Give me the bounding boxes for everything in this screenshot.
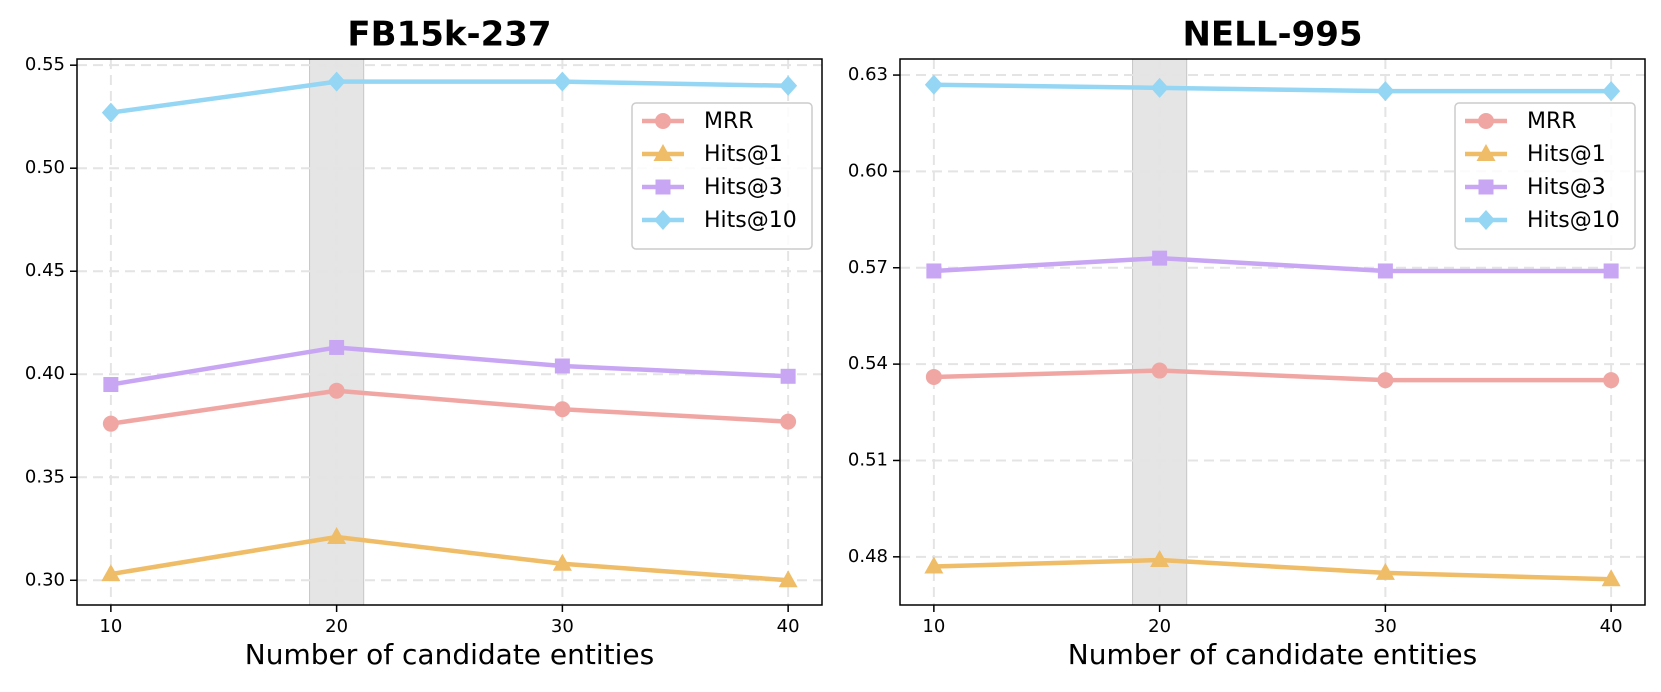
- marker: [103, 377, 119, 393]
- x-tick-label: 30: [1374, 616, 1397, 637]
- x-axis-label: Number of candidate entities: [1068, 638, 1477, 671]
- legend-label: Hits@3: [1527, 175, 1606, 200]
- marker: [924, 74, 943, 95]
- y-tick-label: 0.35: [25, 466, 65, 487]
- marker: [101, 564, 121, 582]
- marker: [327, 71, 346, 92]
- y-tick-label: 0.30: [25, 569, 65, 590]
- y-tick-label: 0.57: [848, 257, 888, 278]
- legend-label: Hits@1: [704, 142, 783, 167]
- x-tick-label: 30: [551, 616, 574, 637]
- marker: [1376, 81, 1395, 102]
- legend-box: [631, 102, 813, 250]
- axes-frame: [899, 58, 1646, 606]
- legend-label: Hits@1: [1527, 142, 1606, 167]
- marker: [1375, 562, 1395, 580]
- axes-frame: [76, 58, 823, 606]
- marker: [1478, 179, 1494, 195]
- marker: [552, 553, 572, 571]
- marker: [1152, 250, 1168, 266]
- series-line: [110, 79, 789, 115]
- subplot: 0.30 0.35 0.40 0.45 0.50 0.55 10 20 30 40 FB15k-23…: [25, 15, 823, 671]
- series-line: [933, 557, 1612, 582]
- marker: [1377, 372, 1394, 389]
- y-tick-label: 0.51: [848, 449, 888, 470]
- x-tick-label: 10: [922, 616, 945, 637]
- series-line: [933, 368, 1612, 383]
- marker: [329, 339, 345, 355]
- marker: [554, 358, 570, 374]
- x-axis-label: Number of candidate entities: [245, 638, 654, 671]
- y-tick-label: 0.55: [25, 54, 65, 75]
- x-tick-label: 10: [99, 616, 122, 637]
- marker: [1377, 263, 1393, 279]
- x-tick-label: 40: [1600, 616, 1623, 637]
- marker: [1476, 144, 1496, 161]
- marker: [1601, 569, 1621, 587]
- marker: [780, 413, 797, 430]
- marker: [101, 102, 120, 123]
- y-tick-label: 0.48: [848, 546, 888, 567]
- marker: [1150, 77, 1169, 98]
- marker: [778, 570, 798, 588]
- chart-title: FB15k-237: [347, 15, 551, 55]
- y-tick-label: 0.50: [25, 157, 65, 178]
- marker: [1603, 263, 1619, 279]
- legend-label: Hits@10: [704, 208, 797, 233]
- y-tick-label: 0.60: [848, 160, 888, 181]
- legend-label: Hits@10: [1527, 208, 1620, 233]
- series-line: [933, 255, 1612, 274]
- marker: [328, 382, 345, 399]
- marker: [924, 556, 944, 574]
- marker: [780, 368, 796, 384]
- marker: [554, 401, 571, 418]
- marker: [1478, 113, 1494, 129]
- legend-box: [1454, 102, 1636, 250]
- series-line: [110, 388, 789, 426]
- y-tick-label: 0.40: [25, 363, 65, 384]
- marker: [655, 113, 671, 129]
- y-tick-label: 0.63: [848, 64, 888, 85]
- legend-label: MRR: [704, 109, 754, 134]
- legend-label: Hits@3: [704, 175, 783, 200]
- subplot: 0.48 0.51 0.54 0.57 0.60 0.63 10 20 30 40 NELL-995…: [848, 15, 1646, 671]
- y-tick-label: 0.45: [25, 260, 65, 281]
- marker: [1603, 372, 1620, 389]
- y-tick-label: 0.54: [848, 353, 888, 374]
- marker: [779, 75, 798, 96]
- marker: [1477, 210, 1495, 230]
- series-line: [110, 345, 789, 387]
- marker: [102, 415, 119, 432]
- marker: [926, 263, 942, 279]
- legend-label: MRR: [1527, 109, 1577, 134]
- marker: [327, 527, 347, 545]
- marker: [1150, 550, 1170, 568]
- marker: [654, 210, 672, 230]
- series-line: [933, 82, 1612, 94]
- marker: [653, 144, 673, 161]
- marker: [655, 179, 671, 195]
- chart-title: NELL-995: [1182, 15, 1362, 55]
- series-line: [110, 534, 789, 583]
- x-tick-label: 40: [777, 616, 800, 637]
- marker: [553, 71, 572, 92]
- x-tick-label: 20: [1148, 616, 1171, 637]
- marker: [1602, 81, 1621, 102]
- marker: [925, 368, 942, 385]
- x-tick-label: 20: [325, 616, 348, 637]
- marker: [1151, 362, 1168, 379]
